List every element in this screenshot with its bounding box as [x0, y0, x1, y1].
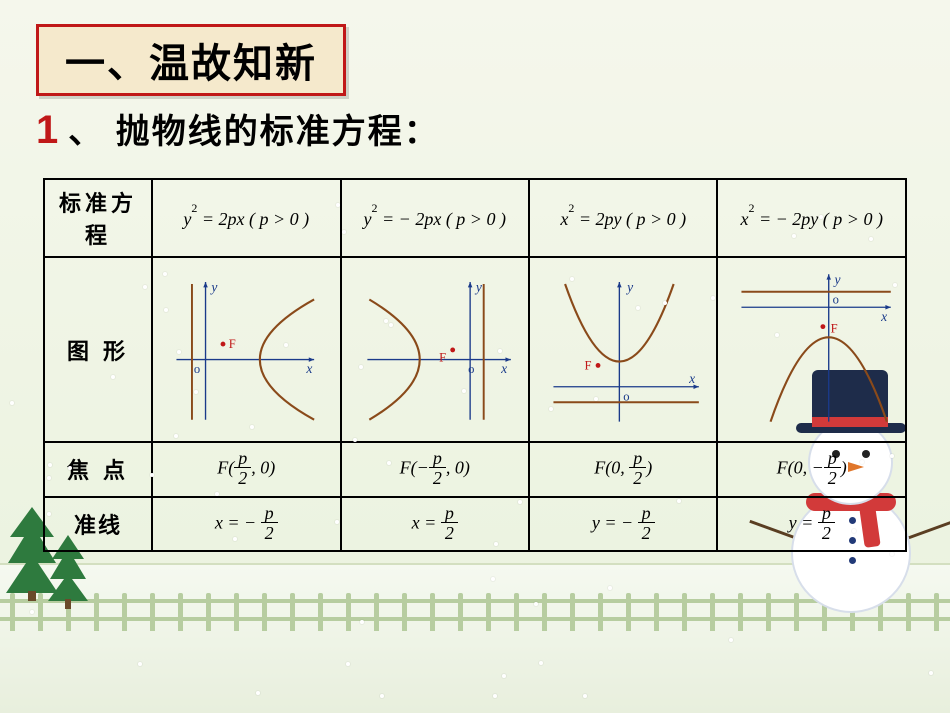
svg-text:x: x: [881, 309, 888, 324]
parabola-table: 标准方程 y2 = 2px ( p > 0 ) y2 = − 2px ( p >…: [43, 178, 907, 552]
svg-text:o: o: [194, 362, 200, 376]
dir-col-1: x = p2: [341, 497, 529, 552]
graph-col-2: y x o F: [529, 257, 717, 442]
svg-text:F: F: [831, 321, 838, 335]
svg-text:y: y: [833, 272, 842, 287]
rowhead-graph: 图 形: [44, 257, 152, 442]
title-text: 一、温故知新: [65, 42, 317, 86]
svg-text:F: F: [584, 358, 591, 372]
subtitle-number: 1: [36, 108, 60, 152]
focus-col-0: F(p2, 0): [152, 442, 341, 497]
svg-text:x: x: [500, 361, 507, 376]
svg-text:o: o: [623, 389, 629, 403]
svg-text:y: y: [473, 280, 482, 295]
rowhead-focus: 焦 点: [44, 442, 152, 497]
svg-text:y: y: [209, 280, 218, 295]
row-directrix: 准线 x = − p2 x = p2 y = − p2 y = p2: [44, 497, 906, 552]
eq-col-0: y2 = 2px ( p > 0 ): [152, 179, 341, 257]
svg-text:o: o: [833, 292, 839, 306]
focus-col-3: F(0, −p2): [717, 442, 906, 497]
rowhead-directrix: 准线: [44, 497, 152, 552]
subtitle: 1、 抛物线的标准方程：: [36, 104, 440, 153]
eq-col-2: x2 = 2py ( p > 0 ): [529, 179, 717, 257]
row-focus: 焦 点 F(p2, 0) F(−p2, 0) F(0, p2) F(0, −p2…: [44, 442, 906, 497]
svg-text:F: F: [229, 337, 236, 351]
svg-text:x: x: [305, 361, 312, 376]
svg-text:x: x: [688, 371, 695, 386]
rowhead-equation: 标准方程: [44, 179, 152, 257]
dir-col-2: y = − p2: [529, 497, 717, 552]
svg-text:F: F: [439, 351, 446, 365]
eq-col-3: x2 = − 2py ( p > 0 ): [717, 179, 906, 257]
eq-col-1: y2 = − 2px ( p > 0 ): [341, 179, 529, 257]
row-equation: 标准方程 y2 = 2px ( p > 0 ) y2 = − 2px ( p >…: [44, 179, 906, 257]
svg-text:o: o: [468, 362, 474, 376]
dir-col-3: y = p2: [717, 497, 906, 552]
graph-col-3: y x o F: [717, 257, 906, 442]
focus-col-1: F(−p2, 0): [341, 442, 529, 497]
row-graph: 图 形 y x o F y x o F y x o F y x o F: [44, 257, 906, 442]
dir-col-0: x = − p2: [152, 497, 341, 552]
svg-text:y: y: [625, 280, 634, 295]
focus-col-2: F(0, p2): [529, 442, 717, 497]
title-box: 一、温故知新: [36, 24, 346, 96]
subtitle-text: 、 抛物线的标准方程：: [68, 113, 439, 151]
